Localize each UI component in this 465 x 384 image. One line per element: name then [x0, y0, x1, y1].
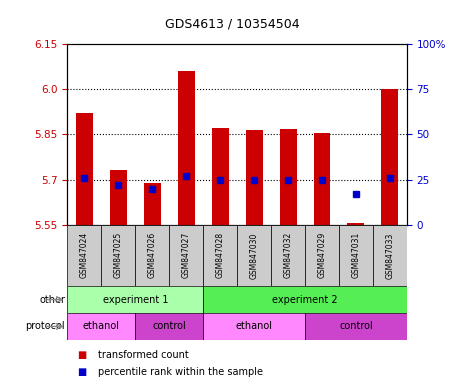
Text: percentile rank within the sample: percentile rank within the sample — [98, 367, 263, 377]
Bar — [101, 225, 135, 286]
Bar — [381, 89, 399, 225]
Bar — [110, 170, 127, 225]
Bar — [339, 225, 373, 286]
Text: GSM847032: GSM847032 — [284, 232, 292, 278]
Text: GSM847026: GSM847026 — [148, 232, 157, 278]
Text: GSM847028: GSM847028 — [216, 232, 225, 278]
Bar — [246, 130, 263, 225]
Text: GSM847029: GSM847029 — [318, 232, 326, 278]
Bar — [76, 113, 93, 225]
Text: GSM847031: GSM847031 — [352, 232, 360, 278]
Bar — [67, 286, 203, 313]
Text: control: control — [153, 321, 186, 331]
Bar — [305, 313, 407, 340]
Text: GSM847025: GSM847025 — [114, 232, 123, 278]
Bar — [135, 225, 169, 286]
Bar — [237, 225, 271, 286]
Bar — [305, 225, 339, 286]
Text: GDS4613 / 10354504: GDS4613 / 10354504 — [165, 17, 300, 30]
Text: ■: ■ — [77, 350, 86, 360]
Text: experiment 2: experiment 2 — [272, 295, 338, 305]
Text: experiment 1: experiment 1 — [103, 295, 168, 305]
Text: GSM847027: GSM847027 — [182, 232, 191, 278]
Bar — [203, 313, 305, 340]
Bar — [212, 128, 229, 225]
Text: control: control — [339, 321, 373, 331]
Text: ethanol: ethanol — [83, 321, 120, 331]
Bar — [271, 225, 305, 286]
Text: GSM847024: GSM847024 — [80, 232, 89, 278]
Bar — [203, 286, 407, 313]
Text: transformed count: transformed count — [98, 350, 188, 360]
Text: ■: ■ — [77, 367, 86, 377]
Bar — [144, 182, 161, 225]
Bar — [203, 225, 237, 286]
Bar — [279, 129, 297, 225]
Text: GSM847033: GSM847033 — [385, 232, 394, 278]
Text: other: other — [39, 295, 65, 305]
Bar — [347, 223, 365, 225]
Bar — [135, 313, 203, 340]
Bar — [67, 225, 101, 286]
Text: GSM847030: GSM847030 — [250, 232, 259, 278]
Bar — [169, 225, 203, 286]
Bar — [67, 313, 135, 340]
Bar — [313, 133, 331, 225]
Bar — [178, 71, 195, 225]
Bar — [373, 225, 407, 286]
Text: protocol: protocol — [26, 321, 65, 331]
Text: ethanol: ethanol — [236, 321, 272, 331]
